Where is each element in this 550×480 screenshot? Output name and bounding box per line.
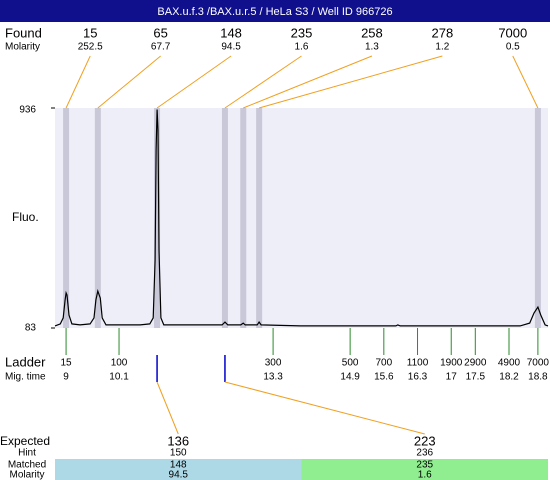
ladder-time: 17	[446, 372, 458, 383]
ladder-time: 16.3	[408, 372, 428, 383]
peak-band	[534, 108, 541, 328]
mig-time-label: Mig. time	[5, 372, 46, 383]
found-molarity: 252.5	[78, 42, 103, 53]
peak-connector	[97, 55, 161, 109]
found-size: 7000	[498, 25, 527, 40]
ladder-size: 2900	[464, 358, 487, 369]
expected-matched: 148	[170, 460, 187, 471]
title-bar	[0, 0, 550, 22]
ladder-time: 17.5	[466, 372, 486, 383]
ladder-time: 10.1	[109, 372, 129, 383]
peak-connector	[224, 55, 302, 109]
matched-bar	[55, 459, 302, 480]
ladder-size: 500	[342, 358, 359, 369]
matched-label: Matched	[8, 460, 46, 471]
expected-hint: 236	[416, 448, 433, 459]
peak-band	[256, 108, 263, 328]
found-size: 235	[291, 25, 313, 40]
found-label: Found	[5, 25, 42, 40]
expected-matched: 235	[416, 460, 433, 471]
found-molarity: 1.2	[435, 42, 449, 53]
found-size: 258	[361, 25, 383, 40]
molarity-label: Molarity	[5, 42, 40, 53]
hint-label: Hint	[18, 448, 36, 459]
ladder-time: 13.3	[263, 372, 283, 383]
matched-bar	[301, 459, 548, 480]
peak-band	[154, 108, 161, 328]
expected-label: Expected	[0, 434, 50, 448]
match-connector	[156, 381, 179, 435]
ladder-size: 1100	[407, 358, 429, 369]
found-molarity: 1.3	[365, 42, 379, 53]
peak-band	[240, 108, 247, 328]
ladder-time: 15.6	[374, 372, 394, 383]
peak-connector	[258, 55, 443, 109]
y-axis-label: Fluo.	[12, 210, 39, 224]
ladder-size: 300	[265, 358, 282, 369]
found-molarity: 67.7	[151, 42, 171, 53]
peak-band	[63, 108, 70, 328]
ladder-size: 700	[375, 358, 392, 369]
peak-connector	[156, 55, 232, 109]
ladder-size: 7000	[527, 358, 550, 369]
peak-connector	[512, 55, 539, 109]
y-tick-label: 936	[19, 105, 36, 116]
found-size: 278	[432, 25, 454, 40]
found-size: 15	[83, 25, 97, 40]
expected-size: 223	[414, 433, 436, 448]
peak-band	[94, 108, 101, 328]
found-molarity: 94.5	[221, 42, 241, 53]
expected-molarity: 94.5	[169, 470, 189, 480]
found-molarity: 0.5	[506, 42, 520, 53]
ladder-size: 15	[61, 358, 73, 369]
found-molarity: 1.6	[295, 42, 309, 53]
y-tick-label: 83	[25, 323, 37, 334]
found-size: 148	[220, 25, 242, 40]
found-size: 65	[153, 25, 167, 40]
expected-hint: 150	[170, 448, 187, 459]
ladder-size: 100	[111, 358, 128, 369]
ladder-time: 14.9	[340, 372, 360, 383]
trace	[54, 109, 549, 327]
ladder-label: Ladder	[5, 354, 46, 369]
ladder-size: 1900	[440, 358, 463, 369]
ladder-time: 18.8	[528, 372, 548, 383]
match-connector	[224, 381, 425, 435]
peak-connector	[243, 55, 373, 109]
peak-band	[221, 108, 228, 328]
expected-size: 136	[167, 433, 189, 448]
ladder-time: 18.2	[499, 372, 519, 383]
expected-molarity: 1.6	[418, 470, 432, 480]
chart-title: BAX.u.f.3 /BAX.u.r.5 / HeLa S3 / Well ID…	[157, 6, 392, 18]
ladder-time: 9	[63, 372, 69, 383]
expected-molarity-label: Molarity	[9, 470, 44, 480]
peak-connector	[65, 55, 91, 109]
plot-area	[55, 108, 548, 328]
ladder-size: 4900	[498, 358, 521, 369]
